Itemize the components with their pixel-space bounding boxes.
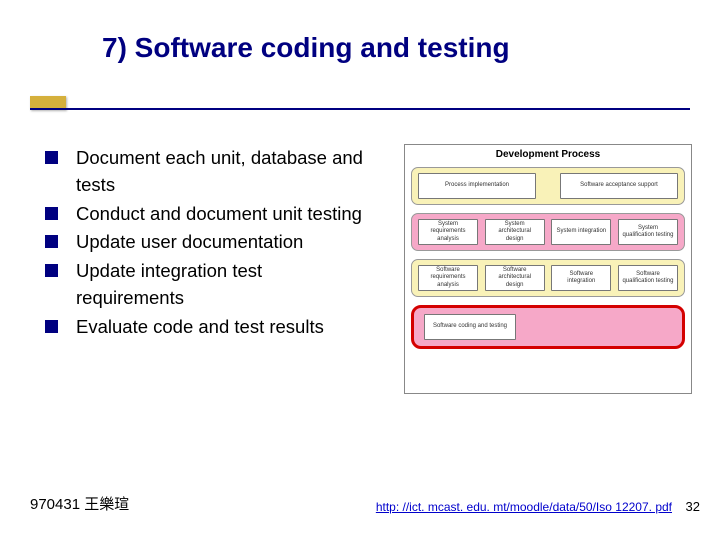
bullet-text: Update user documentation <box>76 229 303 256</box>
footer-source-link[interactable]: http: //ict. mcast. edu. mt/moodle/data/… <box>376 500 672 514</box>
slide-title: 7) Software coding and testing <box>102 32 510 64</box>
list-item: Conduct and document unit testing <box>45 201 375 228</box>
diagram-row: Software requirements analysis Software … <box>411 259 685 297</box>
diagram-cell: Software integration <box>551 265 611 291</box>
title-underline <box>30 108 690 110</box>
diagram-cell: System architectural design <box>485 219 545 245</box>
diagram-cell: Software architectural design <box>485 265 545 291</box>
bullet-square-icon <box>45 207 58 220</box>
diagram-row: System requirements analysis System arch… <box>411 213 685 251</box>
diagram-cell: Software qualification testing <box>618 265 678 291</box>
bullet-text: Update integration test requirements <box>76 258 375 312</box>
bullet-text: Conduct and document unit testing <box>76 201 362 228</box>
diagram-cell: System requirements analysis <box>418 219 478 245</box>
list-item: Evaluate code and test results <box>45 314 375 341</box>
diagram-row-highlighted: Software coding and testing <box>411 305 685 349</box>
development-process-diagram: Development Process Process implementati… <box>404 144 692 394</box>
diagram-cell: System integration <box>551 219 611 245</box>
page-number: 32 <box>686 499 700 514</box>
bullet-list: Document each unit, database and tests C… <box>45 145 375 343</box>
diagram-row: Process implementation Software acceptan… <box>411 167 685 205</box>
diagram-cell: Software coding and testing <box>424 314 516 340</box>
bullet-square-icon <box>45 151 58 164</box>
diagram-title: Development Process <box>496 149 601 160</box>
diagram-cell: Software acceptance support <box>560 173 678 199</box>
diagram-cell: Process implementation <box>418 173 536 199</box>
list-item: Update integration test requirements <box>45 258 375 312</box>
bullet-square-icon <box>45 320 58 333</box>
list-item: Document each unit, database and tests <box>45 145 375 199</box>
list-item: Update user documentation <box>45 229 375 256</box>
footer-author: 970431 王樂瑄 <box>30 493 129 514</box>
bullet-square-icon <box>45 264 58 277</box>
diagram-cell: Software requirements analysis <box>418 265 478 291</box>
bullet-text: Document each unit, database and tests <box>76 145 375 199</box>
diagram-cell: System qualification testing <box>618 219 678 245</box>
bullet-text: Evaluate code and test results <box>76 314 324 341</box>
bullet-square-icon <box>45 235 58 248</box>
